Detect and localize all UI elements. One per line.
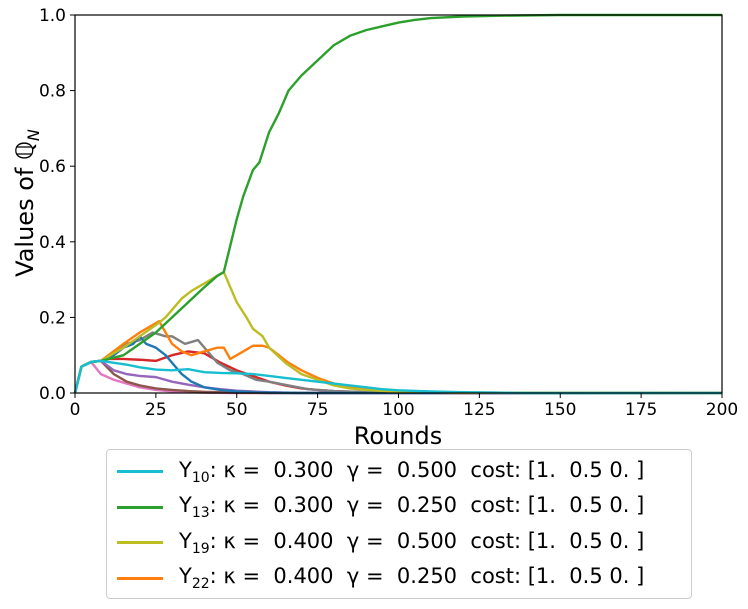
y-tick-label: 0.4 — [39, 233, 66, 253]
series-line-6 — [73, 350, 722, 395]
legend-swatch — [117, 470, 163, 474]
legend-label: Y19: κ = 0.400 γ = 0.500 cost: [1. 0.5 0… — [179, 529, 644, 557]
series-line-1 — [73, 13, 722, 394]
y-axis-title-main: Values of ℚ — [11, 141, 39, 277]
x-tick-label: 75 — [307, 400, 329, 420]
x-tick-label: 50 — [226, 400, 248, 420]
x-tick-label: 125 — [463, 400, 495, 420]
x-tick-label: 150 — [544, 400, 576, 420]
legend-label-base: Y — [179, 493, 192, 518]
series-line-2 — [73, 270, 723, 395]
x-axis-title: Rounds — [354, 422, 442, 450]
x-tick-label: 25 — [145, 400, 167, 420]
legend-swatch — [117, 576, 163, 580]
y-tick-label: 0.2 — [39, 308, 66, 328]
series-line-8 — [73, 359, 722, 395]
legend-label-base: Y — [179, 457, 192, 482]
y-tick-label: 0.0 — [39, 384, 66, 404]
legend-entry: Y19: κ = 0.400 γ = 0.500 cost: [1. 0.5 0… — [117, 525, 681, 561]
x-tick-label: 175 — [625, 400, 657, 420]
legend: Y10: κ = 0.300 γ = 0.500 cost: [1. 0.5 0… — [106, 449, 692, 599]
legend-label-subscript: 13 — [191, 505, 210, 522]
legend-label: Y10: κ = 0.300 γ = 0.500 cost: [1. 0.5 0… — [179, 458, 644, 486]
y-tick-label: 1.0 — [39, 6, 66, 26]
legend-label-params: : κ = 0.300 γ = 0.250 cost: [1. 0.5 0. ] — [209, 493, 645, 518]
legend-swatch — [117, 505, 163, 509]
series-line-0 — [73, 359, 722, 395]
legend-label-base: Y — [179, 564, 192, 589]
y-axis-title: Values of ℚN — [11, 129, 43, 277]
legend-entry: Y22: κ = 0.400 γ = 0.250 cost: [1. 0.5 0… — [117, 561, 681, 597]
legend-label-params: : κ = 0.400 γ = 0.250 cost: [1. 0.5 0. ] — [209, 564, 645, 589]
x-tick-label: 0 — [70, 400, 81, 420]
legend-label-subscript: 22 — [191, 576, 210, 593]
legend-label-params: : κ = 0.400 γ = 0.500 cost: [1. 0.5 0. ] — [209, 528, 645, 553]
legend-entry: Y13: κ = 0.300 γ = 0.250 cost: [1. 0.5 0… — [117, 490, 681, 526]
series-layer — [73, 13, 723, 395]
legend-label-subscript: 19 — [191, 540, 210, 557]
y-axis-title-subscript: N — [24, 129, 43, 141]
x-tick-label: 100 — [382, 400, 414, 420]
legend-label: Y13: κ = 0.300 γ = 0.250 cost: [1. 0.5 0… — [179, 493, 644, 521]
y-tick-label: 0.8 — [39, 82, 66, 102]
legend-label-subscript: 10 — [191, 469, 210, 486]
series-line-9 — [73, 360, 722, 395]
legend-label-params: : κ = 0.300 γ = 0.500 cost: [1. 0.5 0. ] — [209, 457, 645, 482]
legend-label: Y22: κ = 0.400 γ = 0.250 cost: [1. 0.5 0… — [179, 564, 644, 592]
y-tick-label: 0.6 — [39, 157, 66, 177]
legend-entry: Y10: κ = 0.300 γ = 0.500 cost: [1. 0.5 0… — [117, 454, 681, 490]
legend-label-base: Y — [179, 528, 192, 553]
legend-swatch — [117, 541, 163, 545]
ticks-layer: 0 25 50 75 100 125 150 175 200 0.0 0.2 0.4 0.6 0.8 1.0 — [39, 6, 738, 420]
x-tick-label: 200 — [706, 400, 738, 420]
series-line-7 — [73, 359, 722, 395]
